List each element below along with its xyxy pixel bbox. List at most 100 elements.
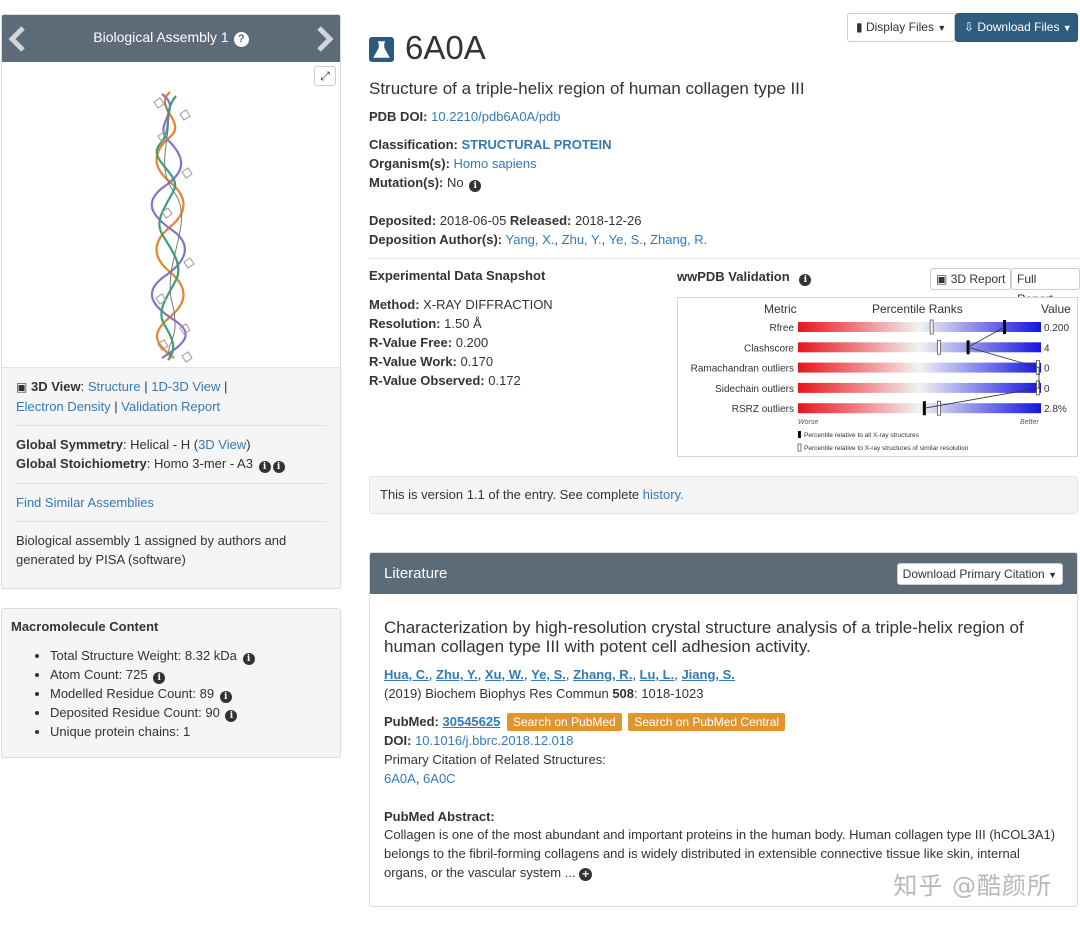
download-files-label: Download Files <box>977 20 1060 34</box>
row-label: R-Value Free: <box>369 335 453 350</box>
mutation-row: Mutation(s): No i <box>369 173 482 192</box>
version-text: This is version 1.1 of the entry. See co… <box>380 487 643 502</box>
abstract-text-block: Collagen is one of the most abundant and… <box>384 825 1064 882</box>
related-structures-label: Primary Citation of Related Structures: <box>384 752 606 767</box>
info-icon[interactable]: i <box>272 461 285 473</box>
global-symmetry: Global Symmetry: Helical - H (3D View) G… <box>16 435 326 473</box>
validation-slider-graphic[interactable]: Metric Percentile Ranks Value Rfree 0.200… <box>677 297 1078 457</box>
row-label: R-Value Work: <box>369 354 457 369</box>
find-similar-row: Find Similar Assemblies <box>16 493 326 512</box>
author-link[interactable]: Zhu, Y. <box>561 232 602 247</box>
previous-assembly-arrow-icon[interactable] <box>6 25 30 53</box>
validation-heading-row: wwPDB Validation i <box>677 269 812 286</box>
symmetry-label: Global Symmetry <box>16 437 123 452</box>
info-icon[interactable]: i <box>225 710 238 722</box>
1d-3d-view-link[interactable]: 1D-3D View <box>151 379 221 394</box>
info-icon[interactable]: i <box>469 180 482 192</box>
symmetry-3d-view-link[interactable]: 3D View <box>198 437 247 452</box>
pdb-doi-link[interactable]: 10.2210/pdb6A0A/pdb <box>431 109 561 124</box>
classification-link[interactable]: STRUCTURAL PROTEIN <box>461 137 612 152</box>
paren: ) <box>246 437 251 452</box>
list-item: Modelled Residue Count: 89 i <box>50 684 255 703</box>
method-row: Method: X-RAY DIFFRACTION <box>369 297 553 312</box>
literature-panel: Literature Download Primary Citation ▼ C… <box>369 552 1078 907</box>
legend-all-marker <box>798 431 801 438</box>
citation-author-link[interactable]: Lu, L. <box>639 667 675 682</box>
journal-pages: : 1018-1023 <box>634 686 704 701</box>
display-files-button[interactable]: ▮ Display Files ▼ <box>847 13 955 42</box>
info-icon[interactable]: i <box>242 653 255 665</box>
citation-author-link[interactable]: Jiang, S. <box>681 667 735 682</box>
authors-label: Deposition Author(s): <box>369 232 503 247</box>
info-icon[interactable]: i <box>258 461 271 473</box>
deposited-date: 2018-06-05 <box>439 213 507 228</box>
citation-author-link[interactable]: Zhang, R. <box>573 667 633 682</box>
assembly-title: Biological Assembly 1 <box>93 29 229 45</box>
search-pubmed-button[interactable]: Search on PubMed <box>506 713 622 731</box>
validation-heading: wwPDB Validation <box>677 269 790 284</box>
legend-similar-text: Percentile relative to X-ray structures … <box>804 445 969 452</box>
macromolecule-content-panel: Macromolecule Content Total Structure We… <box>1 608 341 758</box>
download-icon: ⇩ <box>964 20 975 34</box>
related-structure-link[interactable]: 6A0A <box>384 771 416 786</box>
citation-author-link[interactable]: Zhu, Y. <box>436 667 478 682</box>
divider <box>16 425 326 426</box>
author-link[interactable]: Zhang, R. <box>650 232 708 247</box>
citation-doi-row: DOI: 10.1016/j.bbrc.2018.12.018 <box>384 731 573 750</box>
item-text: Deposited Residue Count: 90 <box>50 705 220 720</box>
help-icon[interactable]: ? <box>233 32 249 47</box>
citation-author-link[interactable]: Ye, S. <box>531 667 566 682</box>
resolution-row: Resolution: 1.50 Å <box>369 316 482 331</box>
experimental-data-snapshot: Experimental Data Snapshot Method: X-RAY… <box>369 268 659 388</box>
metric-value: 0.200 <box>1044 323 1069 334</box>
row-label: Resolution: <box>369 316 441 331</box>
organism-label: Organism(s): <box>369 156 450 171</box>
percentile-connector-line <box>924 326 1040 409</box>
electron-density-link[interactable]: Electron Density <box>16 399 111 414</box>
structure-link[interactable]: Structure <box>87 379 141 394</box>
journal-volume: 508 <box>612 686 635 701</box>
organism-link[interactable]: Homo sapiens <box>453 156 537 171</box>
info-icon[interactable]: i <box>219 691 232 703</box>
citation-doi-link[interactable]: 10.1016/j.bbrc.2018.12.018 <box>415 733 574 748</box>
related-structure-link[interactable]: 6A0C <box>423 771 456 786</box>
stoichiometry-label: Global Stoichiometry <box>16 456 147 471</box>
metric-value: 4 <box>1044 343 1050 354</box>
pubmed-id-link[interactable]: 30545625 <box>442 714 501 729</box>
info-icon[interactable]: i <box>153 672 166 684</box>
next-assembly-arrow-icon[interactable] <box>312 25 336 53</box>
search-pubmed-central-button[interactable]: Search on PubMed Central <box>628 713 786 731</box>
history-link[interactable]: history. <box>642 487 684 502</box>
deposition-authors-row: Deposition Author(s): Yang, X., Zhu, Y.,… <box>369 232 708 247</box>
entry-title: Structure of a triple-helix region of hu… <box>369 79 805 98</box>
row-value: 0.200 <box>455 335 489 350</box>
stoichiometry-value: : Homo 3-mer - A3 <box>146 456 253 471</box>
expand-icon[interactable]: ⤢ <box>314 66 336 86</box>
info-icon[interactable]: i <box>799 274 812 286</box>
find-similar-assemblies-link[interactable]: Find Similar Assemblies <box>16 495 154 510</box>
expand-abstract-icon[interactable]: + <box>579 868 593 881</box>
row-label: Method: <box>369 297 420 312</box>
row-value: 1.50 Å <box>444 316 482 331</box>
metric-label: RSRZ outliers <box>732 404 794 415</box>
download-files-button[interactable]: ⇩ Download Files ▼ <box>955 13 1078 42</box>
caret-down-icon: ▼ <box>937 23 947 33</box>
3d-structure-viewer[interactable]: ⤢ <box>2 62 340 368</box>
author-link[interactable]: Yang, X. <box>505 232 555 247</box>
colon: : <box>80 379 85 394</box>
citation-author-link[interactable]: Hua, C. <box>384 667 429 682</box>
3d-report-button[interactable]: ▣ 3D Report <box>930 268 1012 290</box>
entry-id: 6A0A <box>405 29 486 66</box>
journal-reference: (2019) Biochem Biophys Res Commun 508: 1… <box>384 684 703 703</box>
3d-report-label: 3D Report <box>950 272 1006 286</box>
download-primary-citation-button[interactable]: Download Primary Citation ▼ <box>896 563 1063 585</box>
metric-value: 2.8% <box>1044 404 1067 415</box>
3d-view-label: 3D View <box>30 379 81 394</box>
citation-author-link[interactable]: Xu, W. <box>484 667 524 682</box>
author-link[interactable]: Ye, S. <box>608 232 643 247</box>
value-column-header: Value <box>1041 302 1071 316</box>
display-files-label: Display Files <box>865 20 934 34</box>
percentile-marker-similar <box>937 339 941 355</box>
validation-report-link[interactable]: Validation Report <box>121 399 221 414</box>
full-report-button[interactable]: Full Report <box>1011 268 1080 306</box>
